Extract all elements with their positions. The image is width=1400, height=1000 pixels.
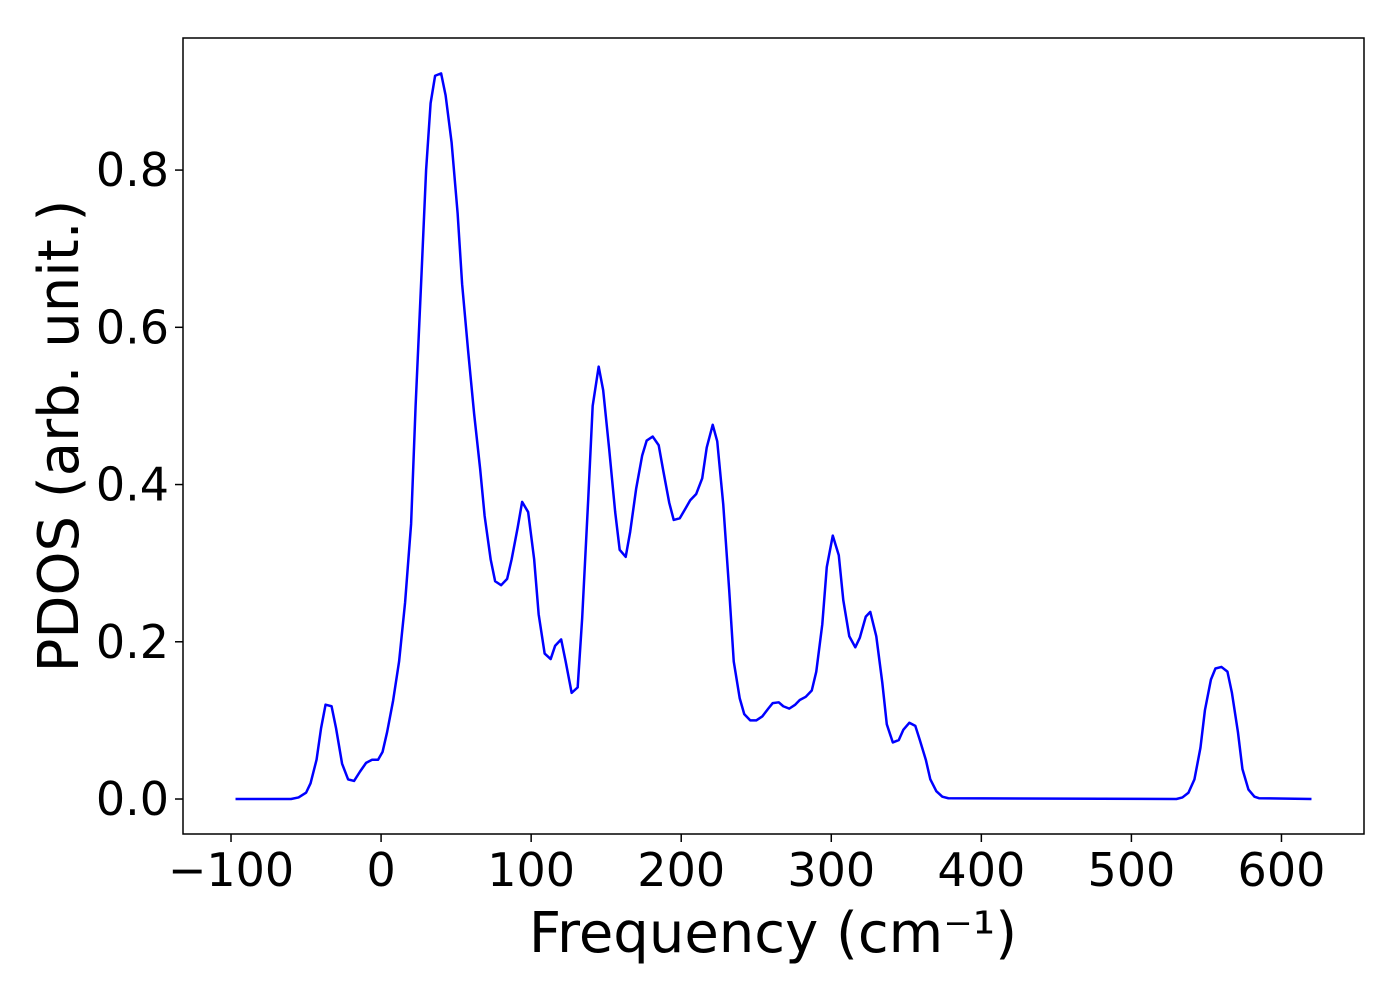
- plot-frame: [182, 37, 1365, 835]
- y-tick-label: 0.0: [96, 772, 169, 826]
- y-tick-label: 0.6: [96, 300, 169, 354]
- x-tick-label: −100: [168, 843, 294, 897]
- x-tick-label: 600: [1238, 843, 1326, 897]
- y-tick-label: 0.2: [96, 615, 169, 669]
- x-tick-label: 300: [787, 843, 875, 897]
- data-line: [235, 72, 1312, 801]
- x-tick-label: 400: [937, 843, 1025, 897]
- x-axis-label: Frequency (cm⁻¹): [529, 901, 1017, 966]
- y-tick-label: 0.4: [96, 458, 169, 512]
- x-tick-label: 500: [1087, 843, 1175, 897]
- y-tick-label: 0.8: [96, 143, 169, 197]
- x-tick-label: 200: [637, 843, 725, 897]
- x-tick-label: 0: [366, 843, 395, 897]
- x-tick-label: 100: [487, 843, 575, 897]
- y-axis-label: PDOS (arb. unit.): [27, 200, 92, 673]
